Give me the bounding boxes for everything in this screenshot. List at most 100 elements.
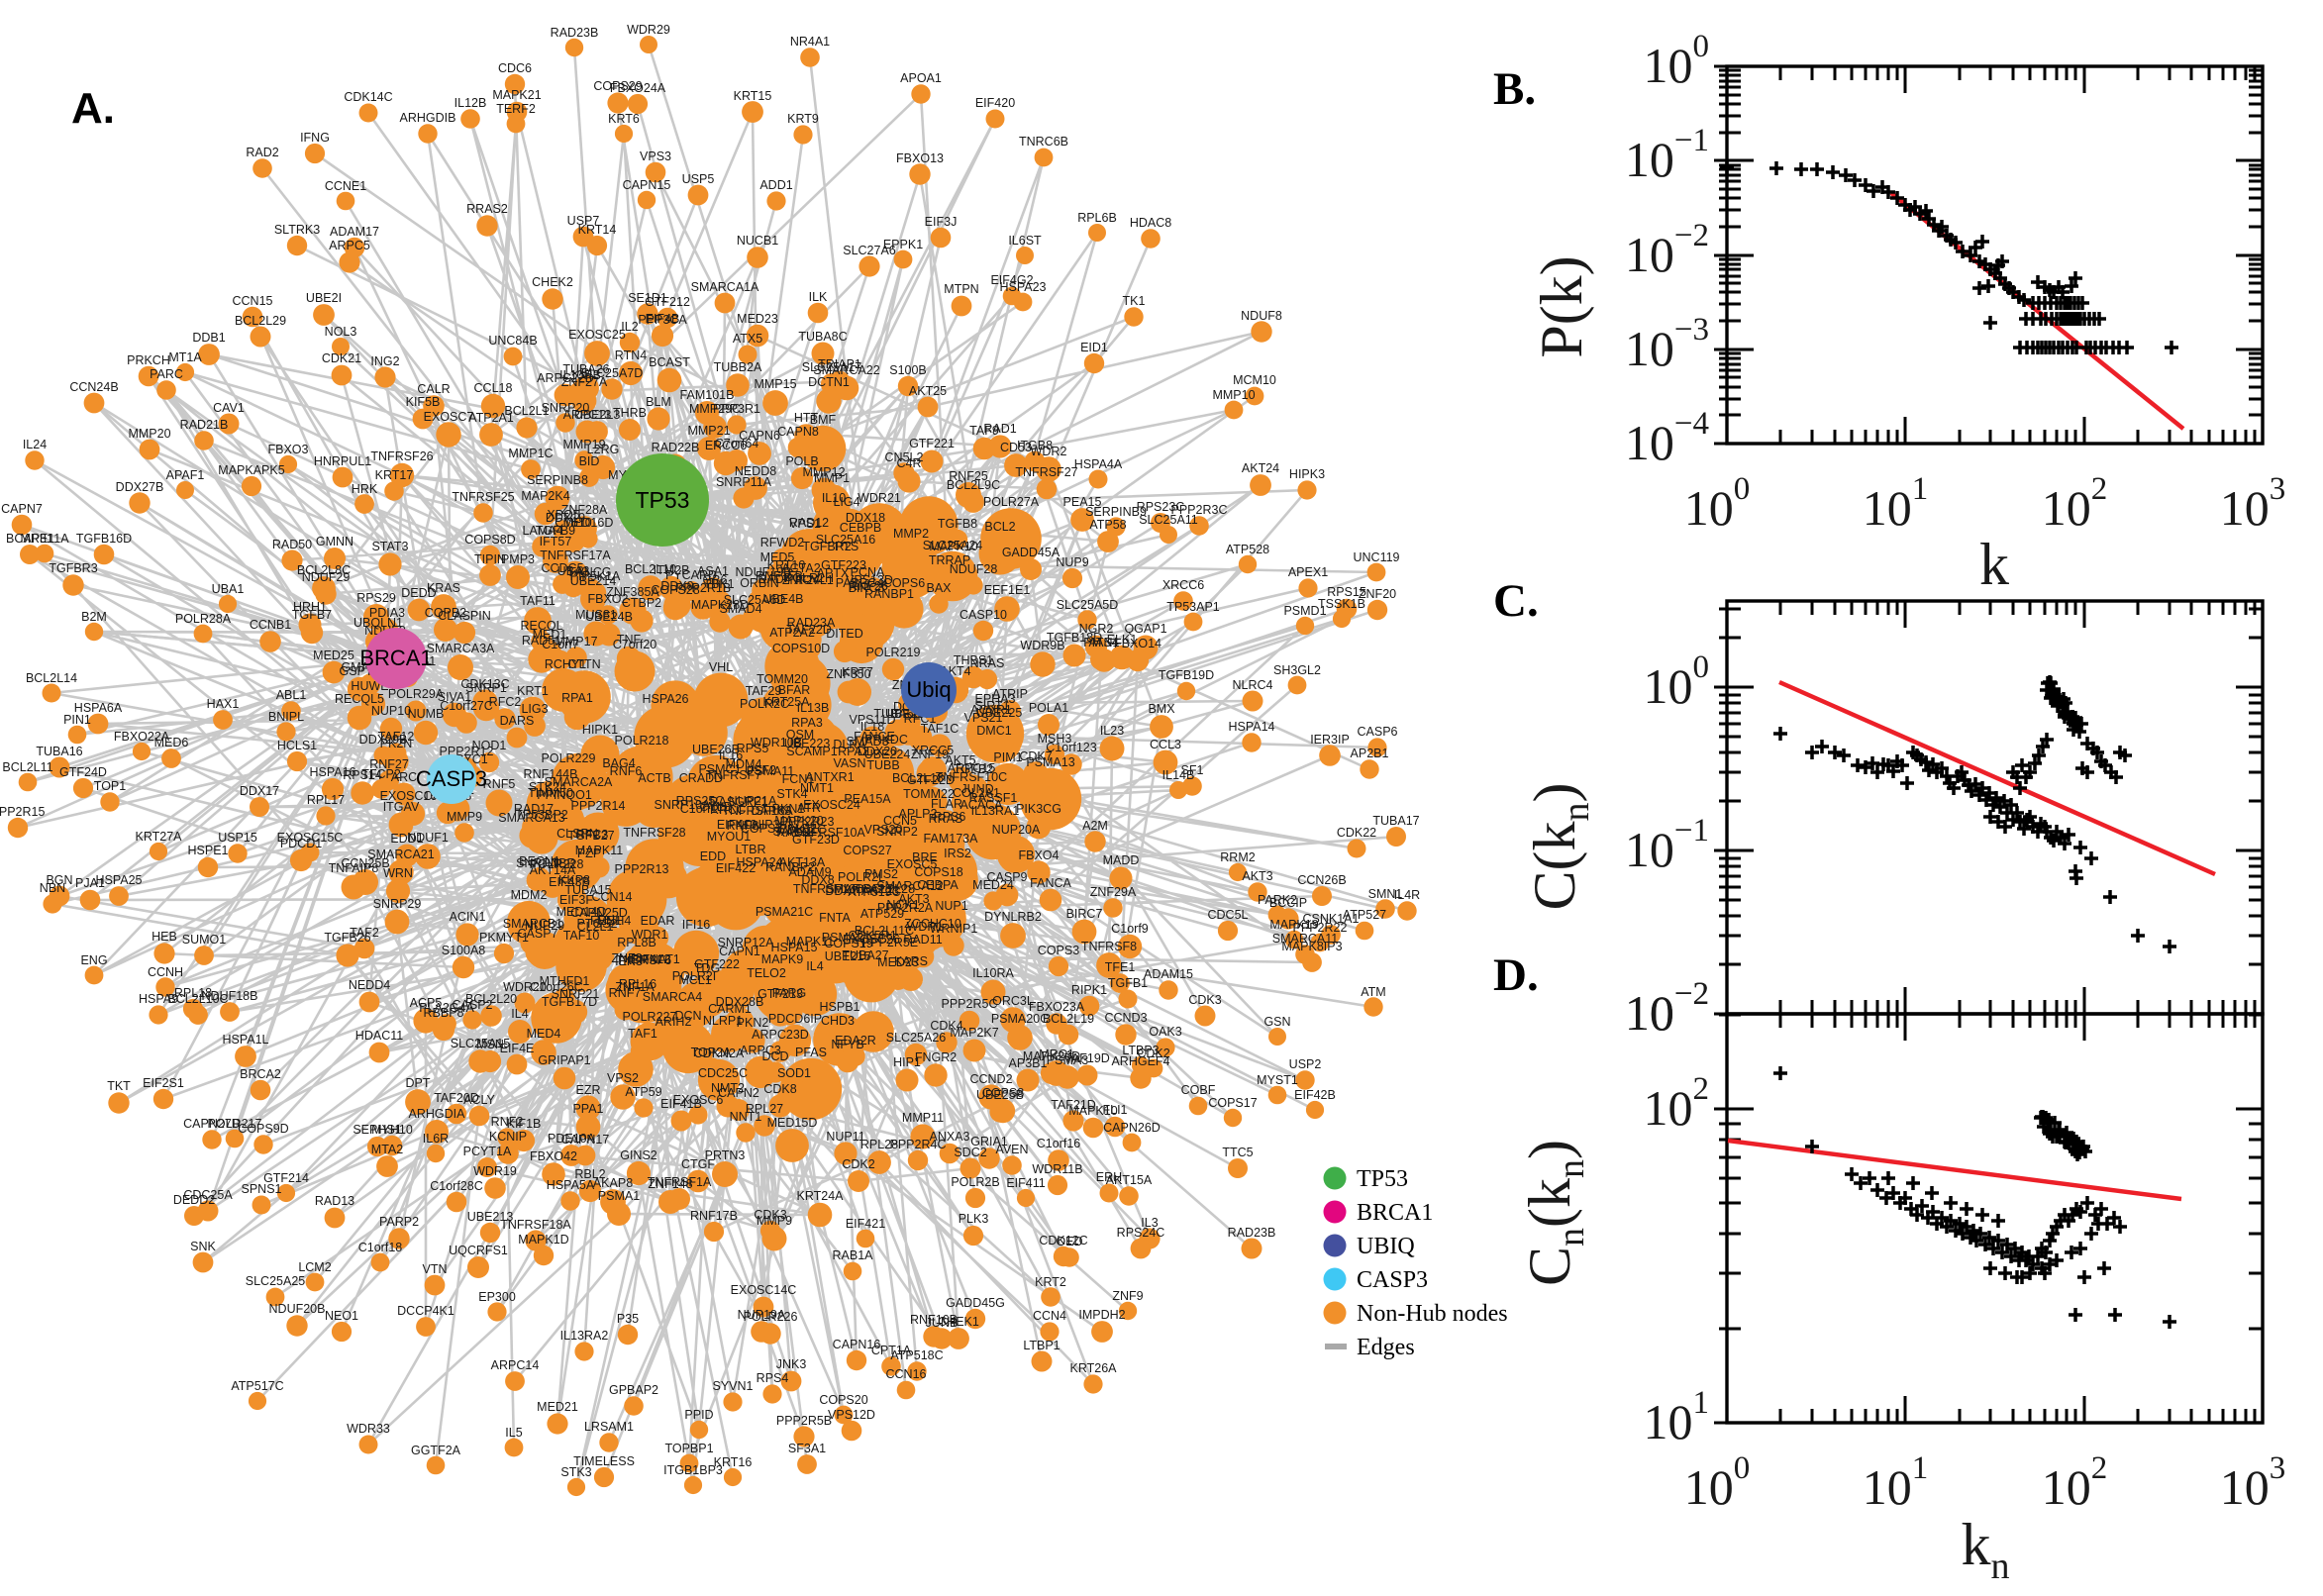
svg-text:ZNF385A: ZNF385A <box>606 585 659 599</box>
svg-text:MNAT1: MNAT1 <box>639 952 679 966</box>
svg-text:HSPA24: HSPA24 <box>736 855 782 869</box>
svg-text:PPINQO1: PPINQO1 <box>537 788 592 802</box>
svg-text:RPL16: RPL16 <box>619 977 656 991</box>
svg-text:ITGB8: ITGB8 <box>1017 439 1053 452</box>
svg-text:HIP1: HIP1 <box>893 1055 921 1069</box>
svg-text:NMT2: NMT2 <box>711 1081 745 1095</box>
svg-text:COBF: COBF <box>1181 1083 1216 1097</box>
svg-text:ARPC14: ARPC14 <box>491 1358 540 1372</box>
svg-text:ATP519C: ATP519C <box>848 885 900 899</box>
svg-text:POLR227: POLR227 <box>623 1010 677 1024</box>
svg-text:SNRP1: SNRP1 <box>465 681 507 695</box>
svg-text:PSMD1: PSMD1 <box>1283 604 1326 618</box>
svg-text:EXOSC25: EXOSC25 <box>568 328 626 342</box>
svg-text:CDK2: CDK2 <box>1137 1047 1169 1060</box>
svg-text:PIP5K1A: PIP5K1A <box>570 569 621 583</box>
svg-text:POLR2C: POLR2C <box>740 697 789 711</box>
svg-text:C1orf18: C1orf18 <box>358 1241 403 1254</box>
svg-text:FAM173A: FAM173A <box>924 832 979 846</box>
svg-text:PZP: PZP <box>577 847 601 860</box>
svg-text:UBE223: UBE223 <box>784 737 831 750</box>
svg-text:EXOSC14C: EXOSC14C <box>731 1283 797 1297</box>
svg-text:UBE215: UBE215 <box>825 949 871 963</box>
svg-text:RNF8: RNF8 <box>727 819 759 833</box>
svg-text:NDUF20B: NDUF20B <box>269 1302 326 1316</box>
svg-text:SMARCB1: SMARCB1 <box>503 917 562 931</box>
svg-text:RAD4: RAD4 <box>758 572 790 586</box>
svg-text:TGFB26: TGFB26 <box>324 931 370 945</box>
svg-text:CARM1: CARM1 <box>708 1002 752 1016</box>
svg-text:EIF3J: EIF3J <box>925 215 958 229</box>
svg-text:BECN1: BECN1 <box>519 854 560 868</box>
svg-text:RPL17: RPL17 <box>307 793 345 807</box>
svg-text:MED5: MED5 <box>760 550 795 564</box>
svg-text:COPS6: COPS6 <box>883 576 925 590</box>
svg-text:SYVN1: SYVN1 <box>713 1379 754 1393</box>
svg-text:NUMB: NUMB <box>408 707 445 721</box>
svg-text:Non-Hub nodes: Non-Hub nodes <box>1357 1301 1508 1327</box>
svg-text:CLASPIN: CLASPIN <box>438 609 491 623</box>
svg-text:CDK3: CDK3 <box>1188 993 1221 1007</box>
svg-text:POLA1: POLA1 <box>1029 701 1068 715</box>
svg-text:EIF43B: EIF43B <box>549 875 590 889</box>
svg-text:ANTXR1: ANTXR1 <box>805 770 854 784</box>
svg-text:PPP2R13: PPP2R13 <box>615 862 669 876</box>
svg-text:RNF25: RNF25 <box>949 469 988 483</box>
svg-text:FBXO3: FBXO3 <box>268 443 309 456</box>
svg-text:TGFB18D: TGFB18D <box>1047 631 1102 645</box>
svg-text:TERF2: TERF2 <box>496 102 536 116</box>
svg-text:HAX1: HAX1 <box>207 697 240 711</box>
svg-text:TNF: TNF <box>617 633 642 647</box>
svg-text:NUP29: NUP29 <box>525 919 564 933</box>
svg-text:PRTN3: PRTN3 <box>705 1148 746 1162</box>
svg-text:SMAD3: SMAD3 <box>846 735 888 748</box>
svg-text:EXOSC24: EXOSC24 <box>803 798 860 812</box>
svg-text:TOPBP1: TOPBP1 <box>664 1442 713 1455</box>
svg-text:CCN14: CCN14 <box>592 890 633 904</box>
svg-text:RNF15B: RNF15B <box>756 569 803 583</box>
svg-text:PARG: PARG <box>772 986 807 1000</box>
svg-text:EXOSC6: EXOSC6 <box>673 1093 724 1107</box>
svg-text:APLP2: APLP2 <box>899 807 938 821</box>
svg-text:IL16: IL16 <box>719 748 743 762</box>
svg-text:ACP5: ACP5 <box>410 996 443 1010</box>
svg-text:ANXA3: ANXA3 <box>930 1130 970 1144</box>
svg-text:MAP2K7: MAP2K7 <box>950 1026 998 1040</box>
svg-text:UBE224: UBE224 <box>864 748 911 761</box>
svg-text:PJA1: PJA1 <box>75 876 105 890</box>
svg-text:KRT15: KRT15 <box>734 89 772 103</box>
svg-text:PPP2R22: PPP2R22 <box>1293 921 1348 935</box>
svg-text:C7orf64: C7orf64 <box>715 437 759 450</box>
svg-text:BAG4: BAG4 <box>602 756 635 770</box>
svg-text:KCNIP: KCNIP <box>489 1130 527 1144</box>
svg-text:THBS1: THBS1 <box>954 653 993 667</box>
svg-text:C1orf27C: C1orf27C <box>440 699 493 713</box>
svg-text:PSMA1: PSMA1 <box>598 1189 640 1203</box>
svg-text:CDK8: CDK8 <box>763 1082 796 1096</box>
svg-text:PRKCH: PRKCH <box>127 353 170 367</box>
svg-text:EDAR: EDAR <box>641 914 675 928</box>
svg-text:SNK: SNK <box>190 1240 216 1253</box>
svg-text:GSN: GSN <box>1263 1015 1290 1029</box>
svg-text:ACTB: ACTB <box>638 771 670 785</box>
svg-text:ATM: ATM <box>1361 985 1385 999</box>
svg-text:PPP2R23: PPP2R23 <box>780 815 835 829</box>
svg-text:BCL2L11C: BCL2L11C <box>855 924 914 938</box>
svg-text:PDIA3: PDIA3 <box>369 606 405 620</box>
svg-text:PABPC4: PABPC4 <box>836 576 883 590</box>
svg-text:SLTRK3: SLTRK3 <box>274 223 320 237</box>
svg-text:CCNE1: CCNE1 <box>325 179 366 193</box>
svg-text:CASP10: CASP10 <box>960 608 1007 622</box>
svg-text:TOP1: TOP1 <box>94 779 126 793</box>
svg-text:TRIAP1: TRIAP1 <box>818 357 861 371</box>
svg-text:IMPDH2: IMPDH2 <box>1078 1308 1125 1322</box>
svg-text:RNF2: RNF2 <box>491 1115 524 1129</box>
svg-text:ING2: ING2 <box>370 354 399 368</box>
svg-text:MMP29C: MMP29C <box>689 402 741 416</box>
svg-text:B2M: B2M <box>81 610 107 624</box>
svg-text:ABL1: ABL1 <box>276 688 307 702</box>
svg-text:GRIA1: GRIA1 <box>970 1135 1008 1148</box>
svg-text:DDX18: DDX18 <box>846 511 885 525</box>
svg-text:TUBA15: TUBA15 <box>564 883 611 897</box>
svg-text:IL12B: IL12B <box>454 96 487 110</box>
